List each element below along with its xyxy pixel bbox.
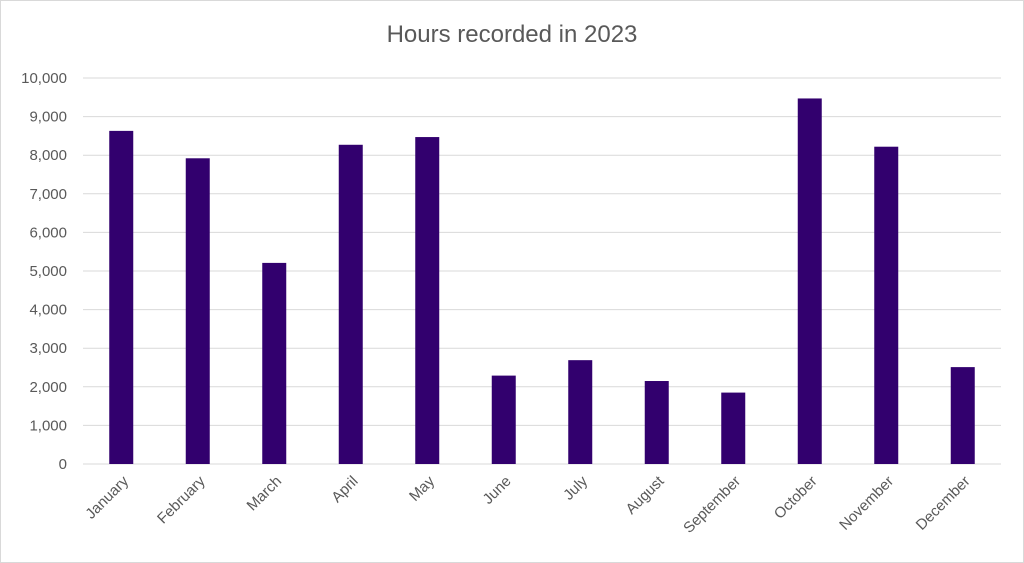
x-tick-label: October [771,473,821,523]
gridlines [83,77,1001,465]
x-tick-label: February [154,472,209,527]
x-tick-label: January [82,472,132,522]
bar-march [262,262,287,464]
x-tick-label: July [560,472,591,503]
bar-may [415,137,440,465]
y-tick-label: 7,000 [29,186,67,203]
bar-february [185,158,210,464]
bar-september [721,392,746,464]
y-tick-label: 1,000 [29,417,67,434]
bar-july [568,360,593,464]
x-tick-label: November [836,473,897,534]
y-tick-label: 6,000 [29,224,67,241]
bar-june [491,375,516,464]
bars [109,98,975,465]
y-tick-label: 9,000 [29,109,67,126]
x-tick-label: December [913,473,974,534]
y-tick-label: 5,000 [29,263,67,280]
y-axis-ticks: 0 1,000 2,000 3,000 4,000 5,000 6,000 7,000 8,00… [21,70,67,473]
y-tick-label: 0 [59,456,67,473]
x-axis-ticks: January February March April May June July Augu… [82,472,973,536]
y-tick-label: 10,000 [21,70,67,87]
y-tick-label: 3,000 [29,340,67,357]
bar-august [644,381,669,464]
bar-december [950,367,975,464]
x-tick-label: March [244,473,285,514]
x-tick-label: September [680,473,744,537]
y-tick-label: 2,000 [29,379,67,396]
x-tick-label: August [623,472,669,518]
bar-october [797,98,822,464]
bar-april [338,144,363,464]
y-tick-label: 8,000 [29,147,67,164]
chart-title: Hours recorded in 2023 [386,21,638,48]
x-tick-label: June [480,473,515,508]
bar-november [874,146,899,464]
y-tick-label: 4,000 [29,302,67,319]
x-tick-label: April [328,473,361,506]
x-tick-label: May [406,472,438,504]
bar-january [109,130,134,464]
